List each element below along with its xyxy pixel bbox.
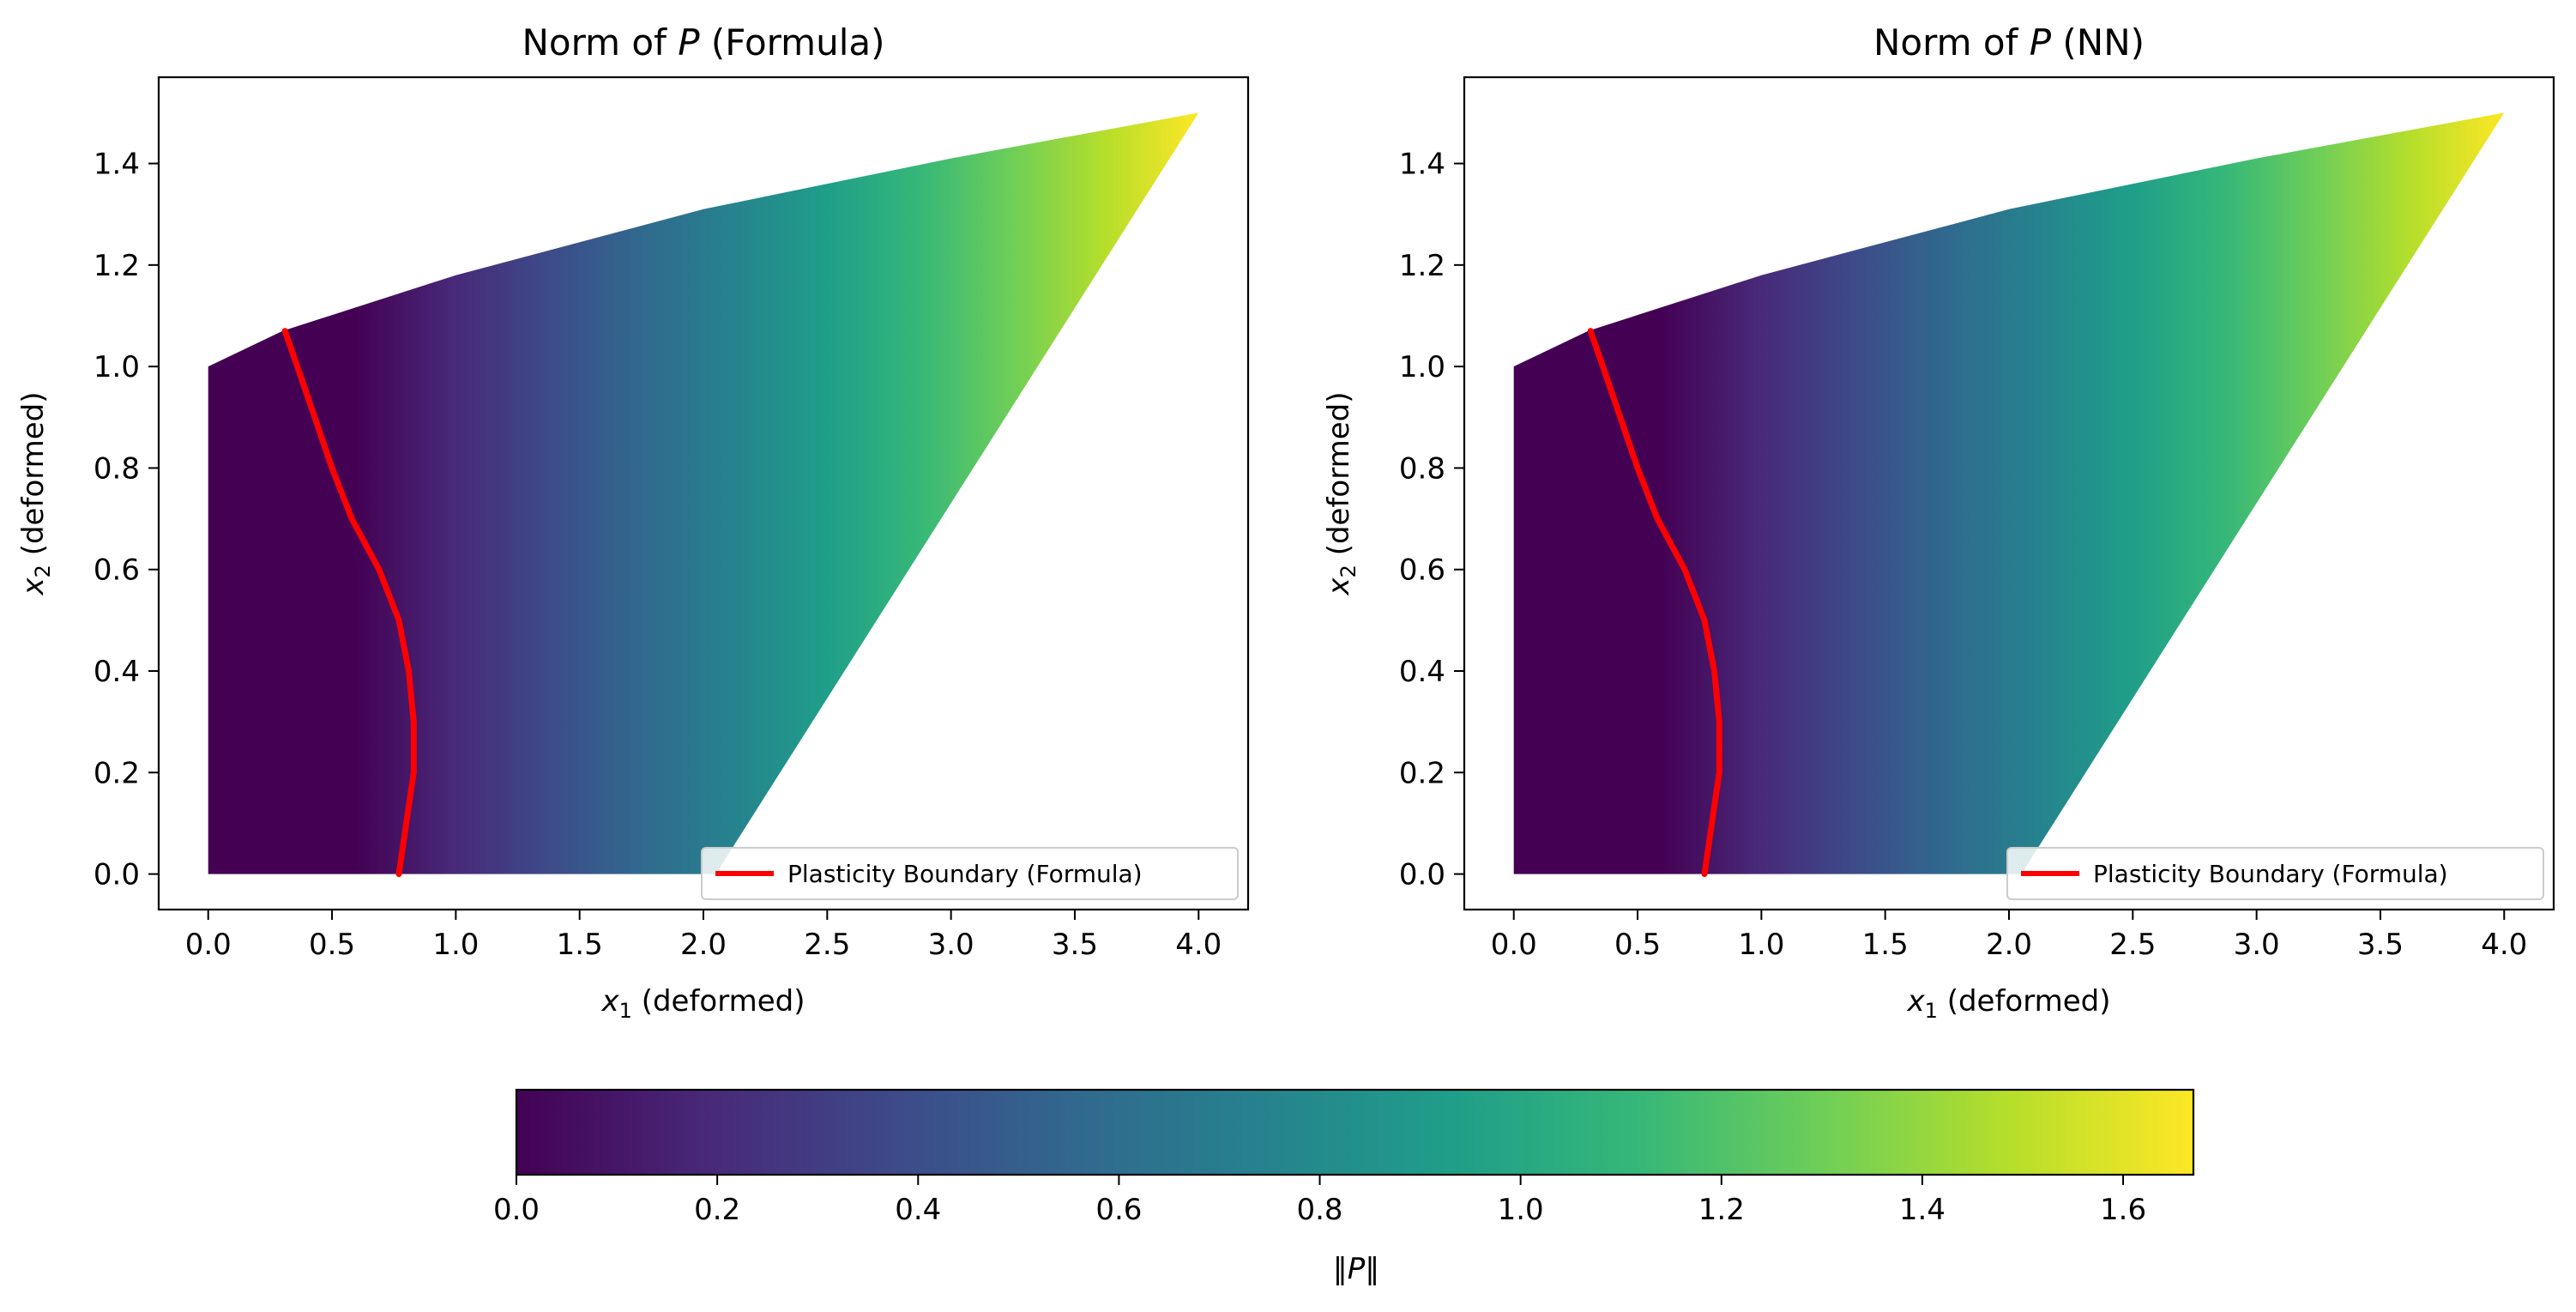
colorbar: 0.0 0.2 0.4 0.6 0.8 1.0 1.2 1.4 1.6 ‖P‖ (493, 1088, 2195, 1286)
legend-label: Plasticity Boundary (Formula) (787, 860, 1143, 888)
x-tick-label: 1.5 (557, 928, 603, 962)
colorbar-tick-label: 1.6 (2100, 1193, 2146, 1227)
legend-box (2006, 847, 2544, 900)
x-axis-ticks: 0.0 0.5 1.0 1.5 2.0 2.5 3.0 3.5 4.0 (185, 910, 1222, 962)
y-tick-label: 0.2 (1399, 756, 1445, 790)
y-tick-label: 1.2 (1399, 249, 1445, 283)
y-tick-label: 0.8 (94, 451, 140, 486)
y-axis-ticks: 0.0 0.2 0.4 0.6 0.8 1.0 1.2 1.4 (94, 148, 159, 892)
y-axis-label: x2 (deformed) (16, 391, 55, 596)
colorbar-tick-label: 0.4 (895, 1193, 941, 1227)
panel-formula: 0.0 0.5 1.0 1.5 2.0 2.5 3.0 3.5 4.0 0.0 0.2 0.4 0.6… (16, 21, 1250, 1023)
x-tick-label: 3.0 (928, 928, 974, 962)
y-tick-label: 0.4 (94, 655, 140, 689)
x-tick-label: 3.0 (2234, 928, 2280, 962)
y-tick-label: 1.4 (94, 148, 140, 182)
y-tick-label: 0.6 (94, 553, 140, 588)
legend-label: Plasticity Boundary (Formula) (2093, 860, 2448, 888)
x-tick-label: 0.5 (1614, 928, 1661, 962)
colorbar-tick-label: 1.0 (1498, 1193, 1544, 1227)
y-tick-label: 0.8 (1399, 451, 1445, 486)
x-tick-label: 1.0 (1738, 928, 1784, 962)
x-tick-label: 0.0 (185, 928, 232, 962)
colorbar-gradient (515, 1088, 2195, 1176)
legend-box (701, 847, 1239, 900)
y-tick-label: 0.4 (1399, 655, 1445, 689)
colorbar-label: ‖P‖ (1333, 1252, 1380, 1286)
x-tick-label: 2.5 (2109, 928, 2156, 962)
x-axis-ticks: 0.0 0.5 1.0 1.5 2.0 2.5 3.0 3.5 4.0 (1491, 910, 2527, 962)
x-axis-label: x1 (deformed) (600, 984, 805, 1023)
x-tick-label: 2.0 (680, 928, 727, 962)
x-tick-label: 1.5 (1862, 928, 1909, 962)
colorbar-tick-label: 0.6 (1095, 1193, 1142, 1227)
y-tick-label: 1.2 (94, 249, 140, 283)
x-tick-label: 1.0 (432, 928, 479, 962)
legend: Plasticity Boundary (Formula) (2006, 847, 2544, 900)
x-tick-label: 4.0 (2481, 928, 2527, 962)
colorbar-ticks: 0.0 0.2 0.4 0.6 0.8 1.0 1.2 1.4 1.6 (493, 1175, 2146, 1227)
y-tick-label: 1.0 (1399, 350, 1445, 384)
x-axis-label: x1 (deformed) (1906, 984, 2110, 1023)
panel-nn: 0.0 0.5 1.0 1.5 2.0 2.5 3.0 3.5 4.0 0.0 0.2 0.4 0.6… (1322, 21, 2555, 1023)
colorbar-tick-label: 0.8 (1296, 1193, 1342, 1227)
colorbar-tick-label: 0.0 (493, 1193, 540, 1227)
y-tick-label: 0.0 (94, 858, 140, 892)
x-tick-label: 3.5 (1052, 928, 1098, 962)
x-tick-label: 2.5 (804, 928, 850, 962)
y-tick-label: 0.2 (94, 756, 140, 790)
x-tick-label: 4.0 (1175, 928, 1222, 962)
x-tick-label: 0.0 (1491, 928, 1537, 962)
x-tick-label: 3.5 (2357, 928, 2404, 962)
y-tick-label: 0.6 (1399, 553, 1445, 588)
legend: Plasticity Boundary (Formula) (701, 847, 1239, 900)
y-tick-label: 1.4 (1399, 148, 1445, 182)
y-tick-label: 1.0 (94, 350, 140, 384)
y-axis-label: x2 (deformed) (1322, 391, 1360, 596)
colorbar-tick-label: 0.2 (694, 1193, 740, 1227)
colorbar-tick-label: 1.4 (1899, 1193, 1946, 1227)
y-axis-ticks: 0.0 0.2 0.4 0.6 0.8 1.0 1.2 1.4 (1399, 148, 1464, 892)
y-tick-label: 0.0 (1399, 858, 1445, 892)
plasticity-boundary-line (281, 328, 417, 878)
chart-title: Norm of P (Formula) (522, 21, 884, 63)
domain-field (208, 112, 1199, 874)
colorbar-tick-label: 1.2 (1698, 1193, 1745, 1227)
chart-title: Norm of P (NN) (1873, 21, 2145, 63)
plasticity-boundary-line (1587, 328, 1722, 878)
x-tick-label: 2.0 (1986, 928, 2032, 962)
x-tick-label: 0.5 (309, 928, 355, 962)
domain-field (1513, 112, 2505, 874)
